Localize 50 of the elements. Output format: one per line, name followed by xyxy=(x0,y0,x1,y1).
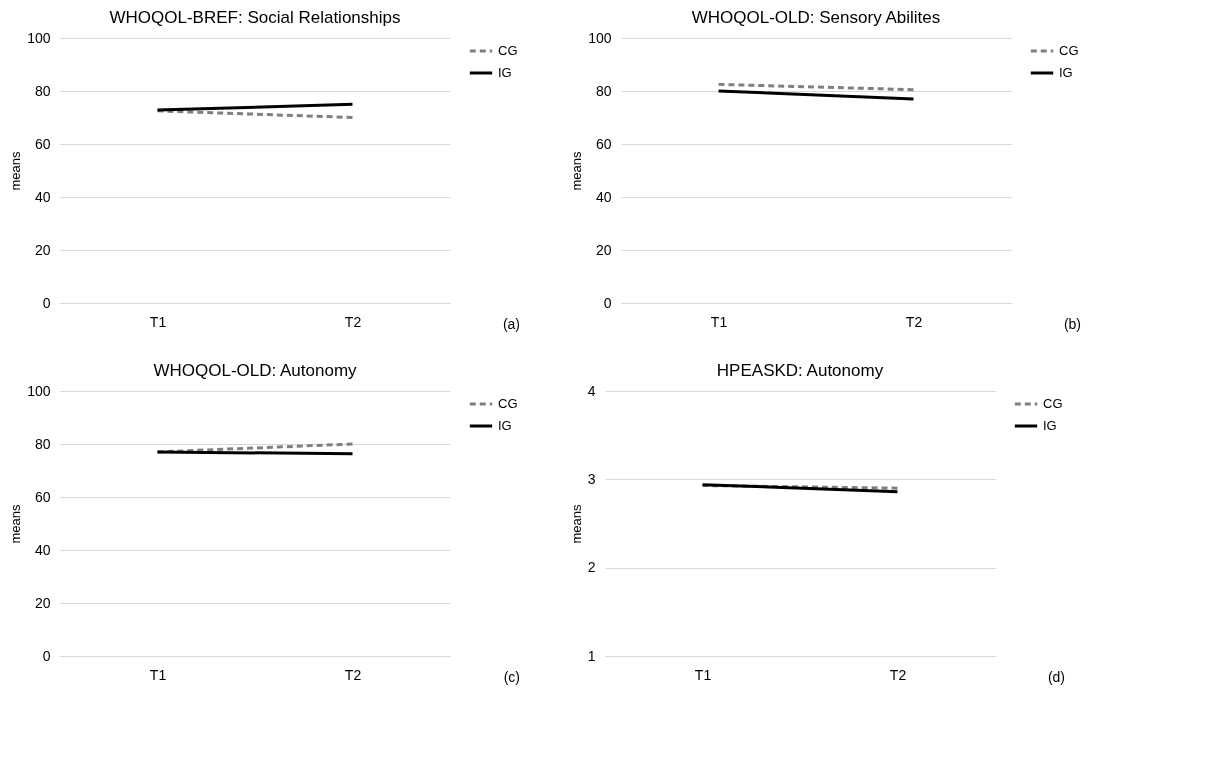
y-tick-label: 1 xyxy=(587,647,596,664)
legend-label: CG xyxy=(498,396,518,411)
y-axis-title: means xyxy=(568,504,584,544)
legend-label: IG xyxy=(498,65,512,80)
x-tick-label: T2 xyxy=(344,313,362,330)
x-tick-label: T2 xyxy=(344,666,362,683)
x-tick-label: T1 xyxy=(149,313,167,330)
y-tick-label: 4 xyxy=(587,382,596,399)
y-tick-label: 0 xyxy=(42,647,51,664)
chart-title: WHOQOL-OLD: Sensory Abilites xyxy=(691,8,941,27)
y-tick-label: 40 xyxy=(34,188,51,205)
y-axis-title: means xyxy=(8,151,24,191)
chart-title: WHOQOL-BREF: Social Relationships xyxy=(109,8,401,27)
y-tick-label: 80 xyxy=(34,82,51,99)
y-tick-label: 100 xyxy=(27,29,51,46)
chart-title: HPEASKD: Autonomy xyxy=(716,361,884,380)
x-tick-label: T1 xyxy=(149,666,167,683)
y-tick-label: 80 xyxy=(595,82,612,99)
x-tick-label: T2 xyxy=(905,313,923,330)
text: (b) xyxy=(1063,316,1081,332)
y-tick-label: 100 xyxy=(588,29,612,46)
text: (a) xyxy=(502,316,520,332)
text: (d) xyxy=(1047,669,1065,685)
y-tick-label: 3 xyxy=(587,470,596,487)
y-tick-label: 100 xyxy=(27,382,51,399)
y-tick-label: 60 xyxy=(34,135,51,152)
y-tick-label: 20 xyxy=(34,241,51,258)
legend-label: IG xyxy=(498,418,512,433)
x-tick-label: T1 xyxy=(694,666,712,683)
legend-label: CG xyxy=(1059,43,1079,58)
y-axis-title: means xyxy=(569,151,585,191)
legend-label: IG xyxy=(1059,65,1073,80)
legend-label: CG xyxy=(1043,396,1063,411)
y-tick-label: 20 xyxy=(34,594,51,611)
x-tick-label: T2 xyxy=(889,666,907,683)
y-tick-label: 40 xyxy=(34,541,51,558)
y-tick-label: 2 xyxy=(587,559,596,576)
y-tick-label: 20 xyxy=(595,241,612,258)
y-axis-title: means xyxy=(8,504,24,544)
y-tick-label: 80 xyxy=(34,435,51,452)
legend-label: CG xyxy=(498,43,518,58)
x-tick-label: T1 xyxy=(710,313,728,330)
y-tick-label: 0 xyxy=(42,294,51,311)
y-tick-label: 40 xyxy=(595,188,612,205)
y-tick-label: 0 xyxy=(603,294,612,311)
chart-title: WHOQOL-OLD: Autonomy xyxy=(153,361,358,380)
y-tick-label: 60 xyxy=(34,488,51,505)
legend-label: IG xyxy=(1043,418,1057,433)
text: (c) xyxy=(503,669,520,685)
y-tick-label: 60 xyxy=(595,135,612,152)
